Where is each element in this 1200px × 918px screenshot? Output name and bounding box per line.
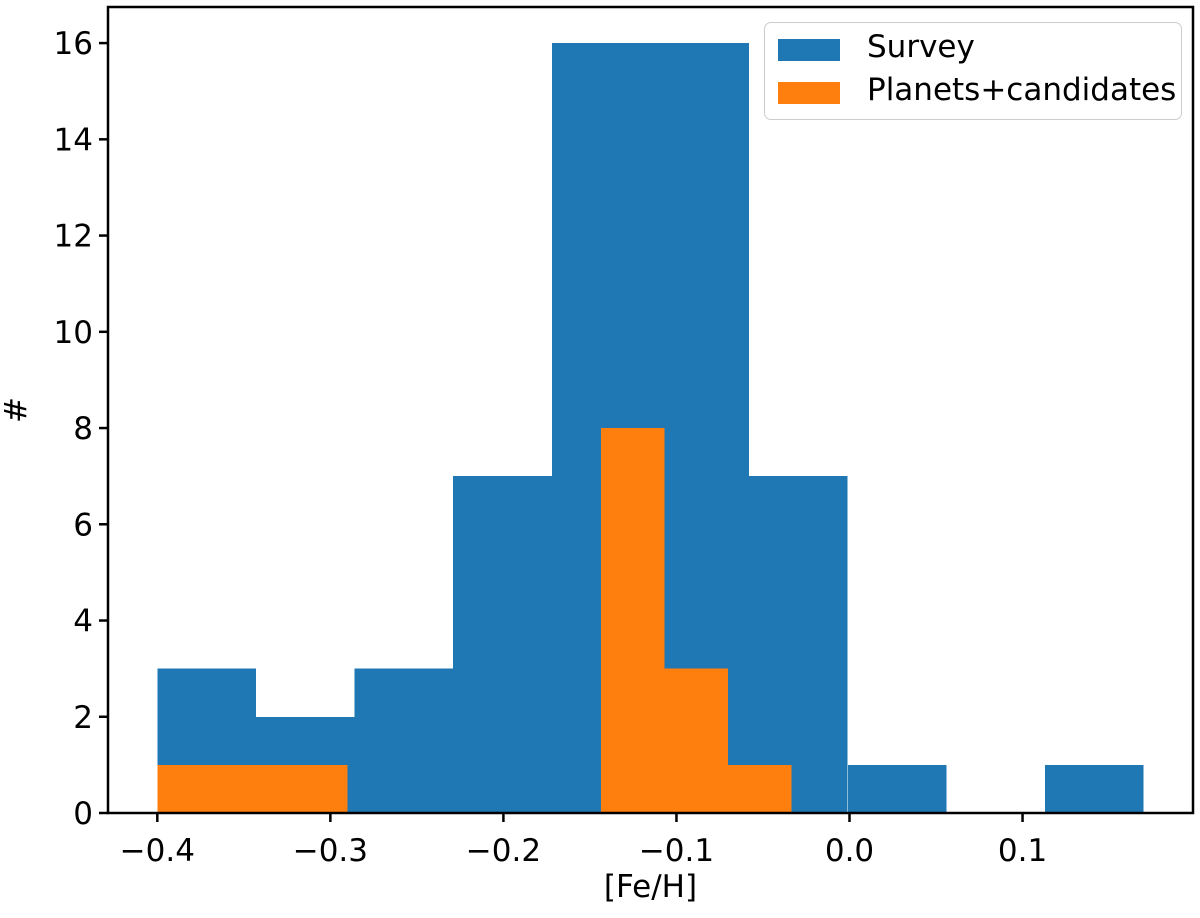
planets-bar-2 <box>284 764 348 813</box>
y-tick-label-8: 16 <box>54 26 93 62</box>
planets-bar-1 <box>220 764 285 813</box>
x-tick-label-1: −0.3 <box>293 833 368 869</box>
planets-bar-9 <box>728 764 792 813</box>
survey-bar-6 <box>749 476 848 813</box>
survey-bar-3 <box>453 476 552 813</box>
x-tick-label-2: −0.2 <box>466 833 541 869</box>
y-axis-label: # <box>0 397 35 423</box>
plot-frame <box>106 5 1195 815</box>
y-tick-label-0: 0 <box>73 796 93 832</box>
legend-item-planets: Planets+candidates <box>778 72 1176 113</box>
x-axis-label: [Fe/H] <box>603 869 698 905</box>
y-tick-label-1: 2 <box>73 700 93 736</box>
planets-bar-8 <box>664 668 728 813</box>
x-tick-label-4: 0.0 <box>825 833 874 869</box>
y-tick-label-7: 14 <box>54 122 93 158</box>
x-tick-label-3: −0.1 <box>639 833 714 869</box>
survey-bar-7 <box>847 764 947 813</box>
survey-bar-2 <box>354 668 454 813</box>
survey-bar-9 <box>1045 764 1144 813</box>
planets-swatch-icon <box>778 81 840 104</box>
survey-swatch-icon <box>778 38 840 61</box>
y-tick-label-2: 4 <box>73 604 93 640</box>
legend-item-survey: Survey <box>778 29 1168 70</box>
x-tick-label-0: −0.4 <box>120 833 195 869</box>
y-tick-label-3: 6 <box>73 507 93 543</box>
legend-label-planets: Planets+candidates <box>867 72 1177 108</box>
y-tick-label-6: 12 <box>54 219 93 255</box>
planets-bar-7 <box>601 428 665 813</box>
x-tick-label-5: 0.1 <box>998 833 1047 869</box>
planets-bar-0 <box>157 764 221 813</box>
y-tick-label-5: 10 <box>54 315 93 351</box>
legend: Survey Planets+candidates <box>764 22 1182 120</box>
y-tick-label-4: 8 <box>73 411 93 447</box>
legend-label-survey: Survey <box>867 29 975 65</box>
